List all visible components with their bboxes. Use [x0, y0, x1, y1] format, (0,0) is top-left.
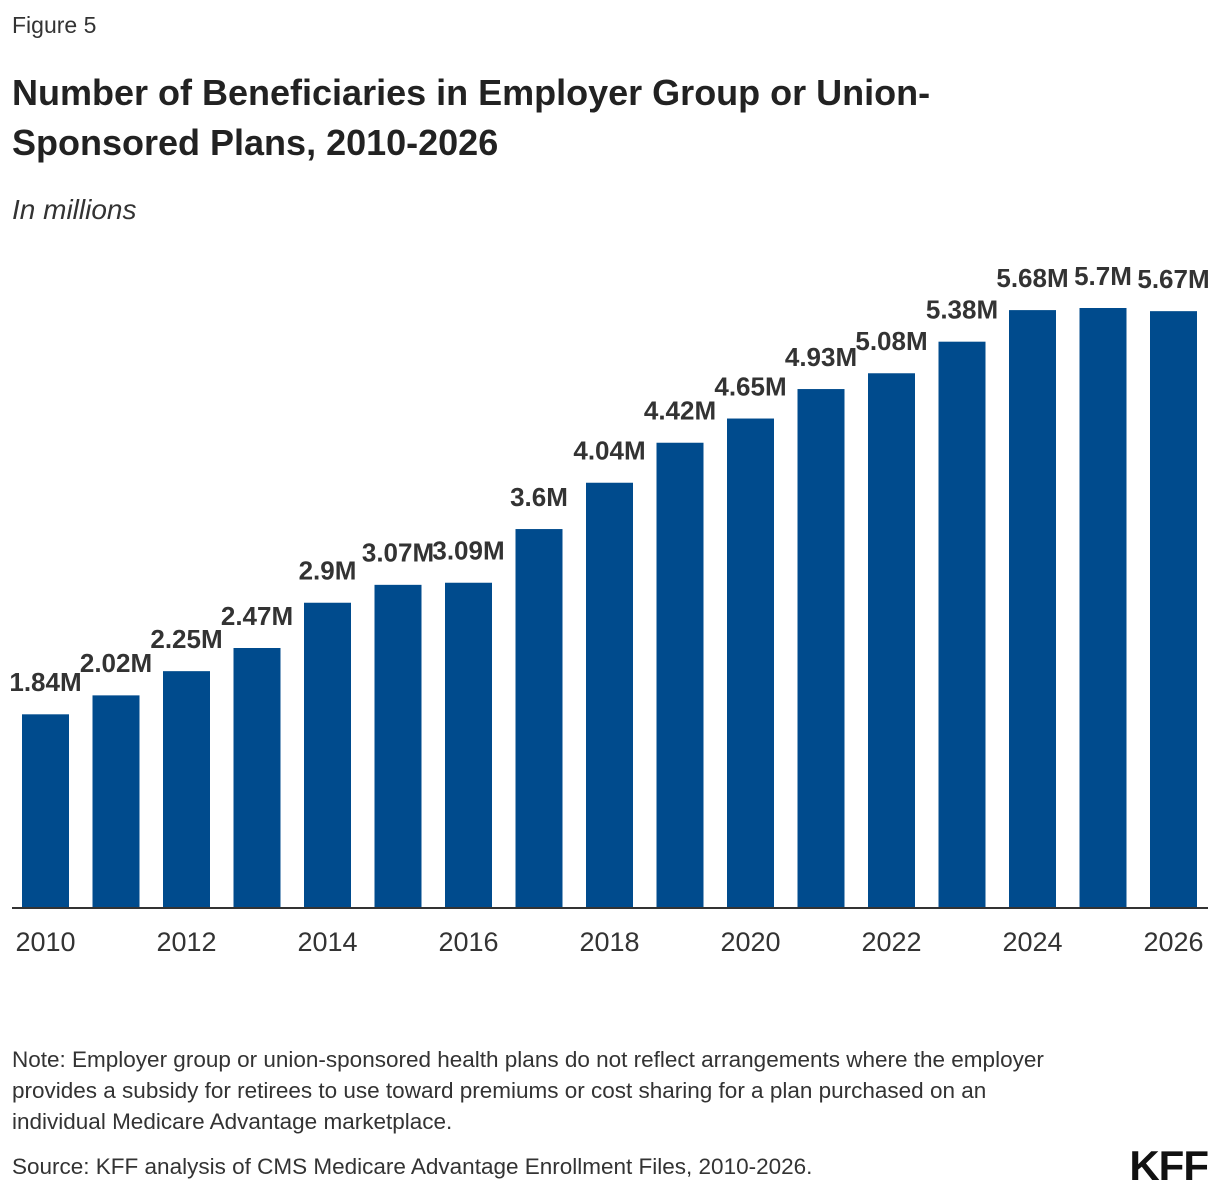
value-label: 3.6M [510, 482, 568, 512]
bar [1150, 311, 1197, 908]
value-label: 1.84M [9, 667, 81, 697]
value-label: 5.68M [996, 263, 1068, 293]
bar [304, 602, 351, 908]
x-tick-label: 2010 [15, 927, 75, 957]
value-label: 5.38M [926, 295, 998, 325]
bar [727, 418, 774, 908]
x-tick-label: 2024 [1002, 927, 1062, 957]
bar [445, 582, 492, 908]
bar [22, 714, 69, 908]
note: Note: Employer group or union-sponsored … [12, 1047, 1044, 1134]
x-tick-label: 2020 [720, 927, 780, 957]
value-label: 4.04M [573, 436, 645, 466]
bar [233, 648, 281, 908]
bar [1079, 308, 1127, 908]
value-label: 5.67M [1137, 264, 1209, 294]
value-label: 4.93M [785, 342, 857, 372]
bar [92, 695, 140, 908]
x-tick-label: 2014 [297, 927, 357, 957]
bar [656, 442, 704, 908]
value-label: 5.7M [1074, 261, 1132, 291]
x-tick-label: 2022 [861, 927, 921, 957]
x-tick-label: 2026 [1143, 927, 1203, 957]
bar [938, 341, 986, 908]
value-label: 2.25M [150, 624, 222, 654]
bar [586, 482, 633, 908]
value-label: 3.07M [362, 538, 434, 568]
value-label: 3.09M [432, 536, 504, 566]
value-label: 5.08M [855, 326, 927, 356]
chart-subtitle: In millions [12, 194, 137, 225]
bar [374, 584, 422, 908]
x-tick-label: 2016 [438, 927, 498, 957]
figure-label: Figure 5 [12, 12, 97, 38]
value-label: 2.47M [221, 601, 293, 631]
bar [1009, 310, 1056, 909]
bar [868, 373, 915, 908]
value-label: 4.65M [714, 371, 786, 401]
value-label: 2.02M [80, 648, 152, 678]
bar [163, 671, 210, 908]
logo: KFF [1129, 1142, 1209, 1189]
chart-title: Number of Beneficiaries in Employer Grou… [12, 72, 931, 163]
value-label: 4.42M [644, 396, 716, 426]
source: Source: KFF analysis of CMS Medicare Adv… [12, 1154, 813, 1179]
value-label: 2.9M [299, 556, 357, 586]
x-tick-label: 2018 [579, 927, 639, 957]
bar [515, 529, 563, 908]
x-tick-label: 2012 [156, 927, 216, 957]
bar [797, 389, 845, 909]
